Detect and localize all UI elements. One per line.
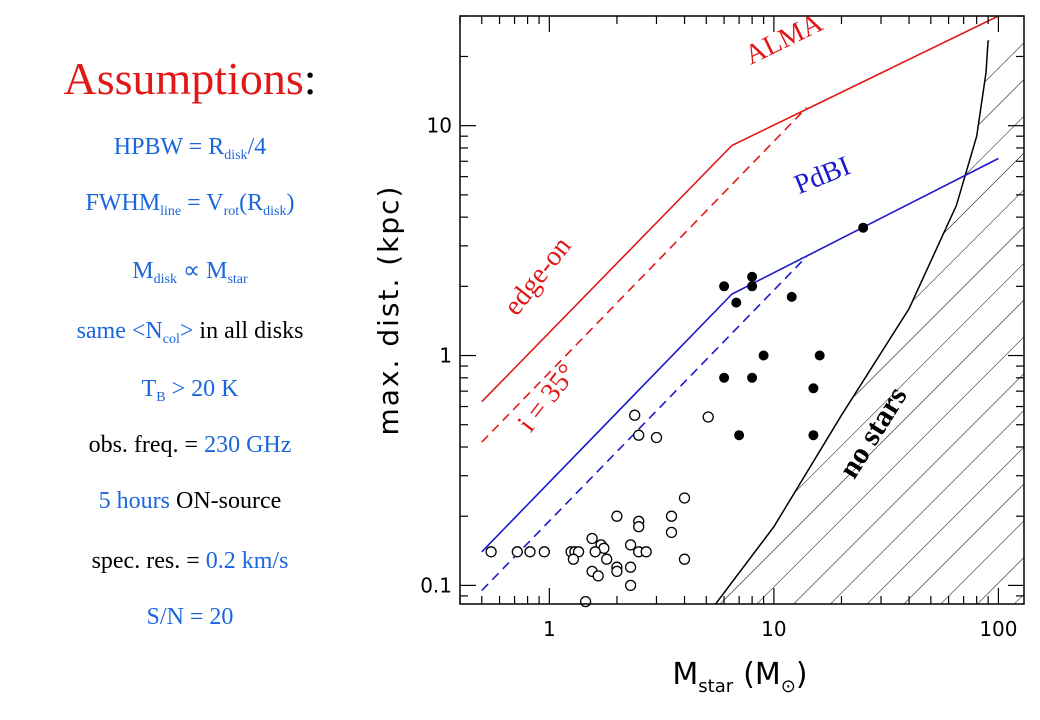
assumptions-title: Assumptions: — [63, 53, 317, 104]
filled-point — [747, 281, 758, 292]
filled-point — [858, 222, 869, 233]
assumption-ncol: same <Ncol> in all disks — [76, 318, 304, 347]
y-tick-label: 10 — [427, 114, 452, 138]
filled-point — [747, 271, 758, 282]
open-point — [665, 510, 678, 522]
assumption-fwhm: FWHMline = Vrot(Rdisk) — [85, 190, 295, 219]
y-tick-label: 0.1 — [420, 573, 452, 597]
filled-point — [731, 297, 742, 308]
open-point — [633, 521, 645, 533]
open-point — [640, 546, 652, 558]
series-line-3 — [481, 255, 808, 592]
open-point — [589, 546, 601, 558]
x-tick-label: 100 — [979, 617, 1017, 641]
series-line-1 — [481, 106, 808, 443]
open-point — [678, 553, 691, 565]
assumption-tb: TB > 20 K — [141, 376, 239, 405]
series-line-0 — [481, 16, 999, 403]
x-axis-label: Mstar (M⊙) — [672, 657, 807, 697]
open-point — [586, 532, 598, 545]
filled-point — [734, 430, 745, 441]
filled-point — [814, 350, 825, 361]
open-point — [611, 565, 623, 578]
plot-frame — [459, 15, 1025, 605]
open-point — [601, 553, 613, 565]
open-point — [702, 411, 714, 423]
open-point — [611, 510, 623, 522]
curve-label: edge-on — [498, 231, 578, 321]
open-point — [524, 546, 536, 558]
open-point — [592, 570, 604, 582]
open-point — [624, 539, 637, 551]
filled-point — [719, 372, 730, 383]
open-point — [665, 526, 678, 539]
open-point — [511, 546, 523, 558]
filled-point — [758, 350, 769, 361]
assumption-sn: S/N = 20 — [146, 604, 234, 630]
x-tick-label: 1 — [543, 617, 556, 641]
filled-point — [808, 430, 819, 441]
filled-point — [808, 383, 819, 394]
filled-point — [786, 291, 797, 302]
filled-point — [719, 281, 730, 292]
open-point — [633, 429, 645, 441]
y-axis-label: max. dist. (kpc) — [372, 185, 405, 436]
series-line-2 — [481, 157, 999, 553]
open-point — [624, 579, 637, 592]
curve-label: PdBI — [790, 151, 855, 201]
assumptions-panel: Assumptions: HPBW = Rdisk/4 FWHMline = V… — [0, 0, 380, 720]
open-point — [624, 561, 637, 573]
open-point — [650, 431, 663, 444]
open-point — [538, 546, 550, 558]
curve-label: i = 35° — [512, 358, 584, 438]
assumption-mdisk: Mdisk ∝ Mstar — [132, 258, 248, 287]
y-tick-label: 1 — [439, 344, 452, 368]
assumption-hpbw: HPBW = Rdisk/4 — [113, 134, 267, 163]
assumption-specres: spec. res. = 0.2 km/s — [91, 548, 289, 574]
open-point — [567, 553, 580, 565]
x-tick-label: 10 — [761, 617, 786, 641]
open-point — [485, 546, 497, 558]
no-stars-region — [715, 40, 1024, 604]
open-point — [629, 409, 641, 421]
open-point — [678, 492, 691, 504]
assumption-freq: obs. freq. = 230 GHz — [88, 432, 292, 458]
assumption-hours: 5 hours ON-source — [98, 488, 282, 514]
open-point — [579, 595, 592, 608]
no-stars-boundary — [715, 40, 989, 604]
filled-point — [747, 372, 758, 383]
